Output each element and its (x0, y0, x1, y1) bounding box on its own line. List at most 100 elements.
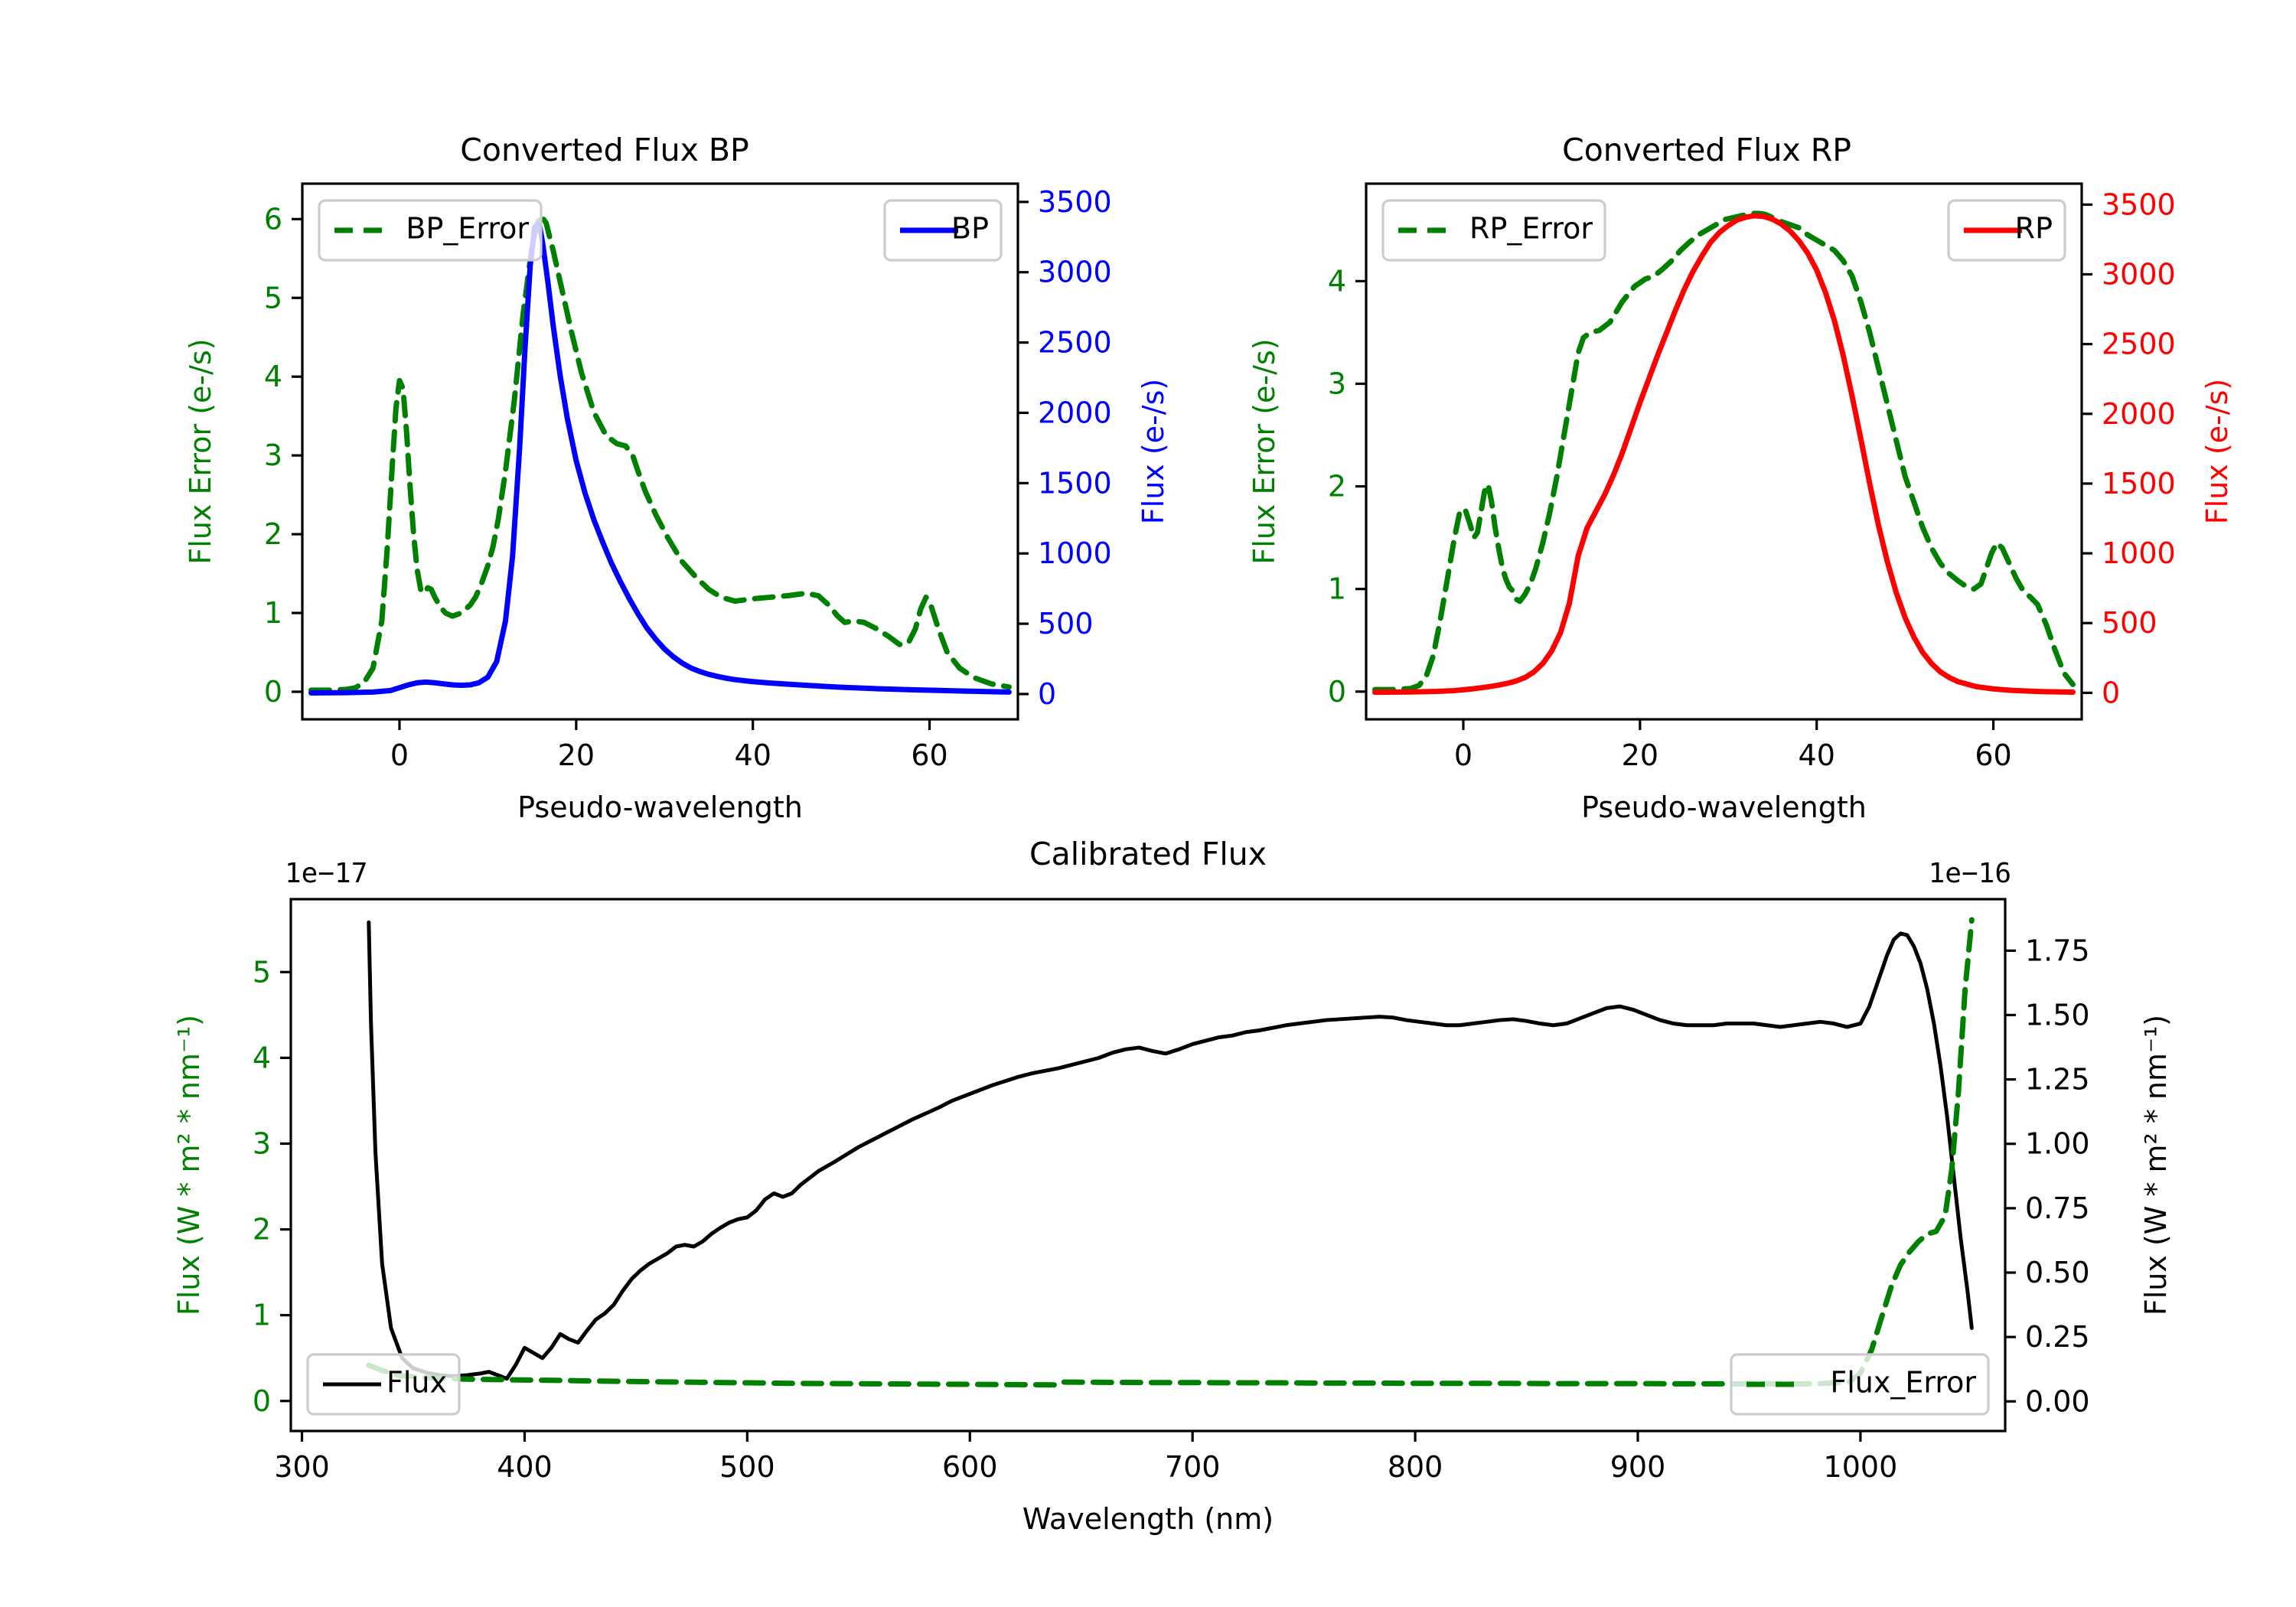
rp-right-ytick-label: 2500 (2102, 328, 2176, 361)
calibrated-right-ytick-label: 0.00 (2025, 1384, 2090, 1418)
series-rp (1372, 213, 2076, 696)
legend-label-flux: Flux (386, 1366, 447, 1400)
rp-right-ytick-label: 1500 (2102, 467, 2176, 500)
calibrated-right-ytick-label: 0.75 (2025, 1191, 2090, 1225)
bp-xtick-label: 40 (735, 738, 771, 772)
series-flux (367, 920, 1974, 1381)
rp-plot-area: 0 20 40 60 Pseudo-wavelength 0 1 2 3 4 Flux Error … (1247, 182, 2234, 824)
calibrated-right-offset-text: 1e−16 (1929, 858, 2011, 889)
rp-left-ytick-label: 4 (1328, 264, 1346, 298)
bp-xtick-label: 60 (911, 738, 947, 772)
bp-right-yaxis-label: Flux (e-/s) (1137, 379, 1170, 524)
bp-right-ytick-label: 500 (1038, 607, 1094, 641)
calibrated-plot-area: 300 400 500 600 700 800 900 1000 Wavelength (nm)… (172, 858, 2173, 1536)
calibrated-xtick-label: 700 (1165, 1450, 1221, 1484)
calibrated-right-ytick-label: 1.75 (2025, 934, 2090, 967)
calibrated-right-ytick-label: 0.50 (2025, 1256, 2090, 1289)
rp-xtick-label: 20 (1622, 738, 1658, 772)
rp-xtick-label: 0 (1454, 738, 1473, 772)
rp-left-yaxis-label: Flux Error (e-/s) (1247, 338, 1281, 564)
calibrated-xtick-label: 400 (497, 1450, 553, 1484)
legend-label-rp: RP (2015, 212, 2053, 246)
bp-panel-title: Converted Flux BP (460, 132, 749, 168)
legend-label-bp: BP (951, 212, 989, 246)
rp-right-ytick-label: 0 (2102, 676, 2120, 709)
calibrated-xtick-label: 800 (1388, 1450, 1443, 1484)
rp-left-ytick-label: 0 (1328, 675, 1346, 709)
bp-left-ytick-label: 4 (264, 360, 282, 393)
bp-right-ytick-label: 2500 (1038, 326, 1112, 360)
rp-right-ytick-label: 1000 (2102, 536, 2176, 570)
bp-left-yaxis-label: Flux Error (e-/s) (184, 338, 217, 564)
calibrated-xtick-label: 600 (942, 1450, 998, 1484)
legend-rp_error[interactable]: RP_Error (1381, 199, 1606, 262)
calibrated-right-ytick-label: 1.25 (2025, 1063, 2090, 1097)
bp-right-ytick-label: 1000 (1038, 536, 1112, 570)
rp-right-ytick-label: 2000 (2102, 397, 2176, 431)
calibrated-left-offset-text: 1e−17 (285, 858, 367, 889)
calibrated-left-ytick-label: 0 (253, 1384, 271, 1418)
rp-left-ytick-label: 2 (1328, 470, 1346, 504)
calibrated-xtick-label: 1000 (1824, 1450, 1898, 1484)
calibrated-xtick-label: 300 (274, 1450, 330, 1484)
calibrated-right-yaxis-label: Flux (W * m² * nm⁻¹) (2139, 1015, 2173, 1315)
bp-data-lines (308, 212, 1012, 696)
calibrated-data-lines (366, 917, 1975, 1388)
rp-right-yaxis-label: Flux (e-/s) (2200, 379, 2234, 524)
legend-label-rp_error: RP_Error (1469, 212, 1593, 246)
panel-converted-flux-rp: Converted Flux RP 0 20 40 60 Pseudo-waveleng… (1102, 0, 2296, 826)
bp-xtick-label: 0 (390, 738, 409, 772)
calibrated-xtick-label: 500 (719, 1450, 775, 1484)
legend-flux_error[interactable]: Flux_Error (1730, 1353, 1990, 1416)
bp-right-ytick-label: 0 (1038, 677, 1056, 711)
calibrated-xaxis-label: Wavelength (nm) (1022, 1502, 1274, 1536)
bp-left-ytick-label: 3 (264, 438, 282, 472)
series-rp_error (1372, 210, 2076, 693)
bp-right-ytick-label: 3000 (1038, 256, 1112, 289)
bp-right-ytick-label: 1500 (1038, 466, 1112, 500)
calibrated-left-ytick-label: 3 (253, 1126, 271, 1160)
calibrated-left-ytick-label: 5 (253, 955, 271, 989)
rp-left-ytick-label: 3 (1328, 367, 1346, 400)
series-flux_error (366, 917, 1975, 1388)
calibrated-panel-title: Calibrated Flux (1029, 836, 1267, 872)
panel-calibrated-flux: Calibrated Flux 300 400 500 600 700 800 900 100… (0, 811, 2296, 1607)
bp-xaxis-label: Pseudo-wavelength (517, 790, 803, 824)
calibrated-left-yaxis-label: Flux (W * m² * nm⁻¹) (172, 1015, 206, 1315)
rp-right-ytick-label: 3000 (2102, 257, 2176, 291)
panel-converted-flux-bp: Converted Flux BP 0 20 40 60 Pseudo-waveleng… (0, 0, 1194, 826)
bp-plot-area: 0 20 40 60 Pseudo-wavelength 0 1 2 3 4 5 6 Flux Erro… (184, 182, 1170, 824)
legend-flux[interactable]: Flux (306, 1353, 461, 1416)
calibrated-left-ytick-label: 1 (253, 1299, 271, 1332)
calibrated-right-ytick-label: 0.25 (2025, 1320, 2090, 1354)
calibrated-right-ytick-label: 1.00 (2025, 1127, 2090, 1161)
rp-data-lines (1372, 210, 2076, 696)
calibrated-left-ytick-label: 4 (253, 1041, 271, 1074)
bp-left-ytick-label: 0 (264, 675, 282, 709)
rp-panel-title: Converted Flux RP (1562, 132, 1851, 168)
calibrated-left-ytick-label: 2 (253, 1213, 271, 1247)
rp-left-ytick-label: 1 (1328, 572, 1346, 606)
bp-right-ytick-label: 2000 (1038, 396, 1112, 429)
legend-rp[interactable]: RP (1947, 199, 2066, 262)
series-bp (308, 220, 1012, 696)
bp-left-ytick-label: 6 (264, 202, 282, 236)
bp-right-ytick-label: 3500 (1038, 185, 1112, 219)
bp-left-ytick-label: 5 (264, 281, 282, 315)
bp-left-ytick-label: 2 (264, 517, 282, 551)
legend-bp[interactable]: BP (883, 199, 1003, 262)
bp-xtick-label: 20 (558, 738, 595, 772)
legend-bp_error[interactable]: BP_Error (318, 199, 543, 262)
rp-xtick-label: 60 (1975, 738, 2011, 772)
calibrated-right-ytick-label: 1.50 (2025, 998, 2090, 1032)
rp-right-ytick-label: 3500 (2102, 187, 2176, 221)
rp-xaxis-label: Pseudo-wavelength (1581, 790, 1867, 824)
rp-right-ytick-label: 500 (2102, 606, 2157, 640)
legend-label-bp_error: BP_Error (406, 212, 529, 246)
bp-left-ytick-label: 1 (264, 596, 282, 630)
series-bp_error (308, 212, 1012, 693)
legend-label-flux_error: Flux_Error (1830, 1366, 1976, 1400)
calibrated-xtick-label: 900 (1610, 1450, 1666, 1484)
rp-xtick-label: 40 (1799, 738, 1835, 772)
